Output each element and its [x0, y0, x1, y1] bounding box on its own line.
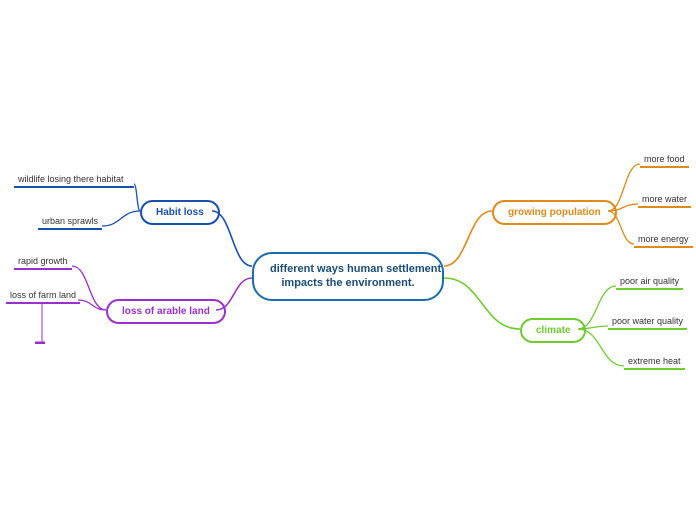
leaf-extreme-heat[interactable]: extreme heat — [624, 356, 685, 370]
leaf-more-water[interactable]: more water — [638, 194, 691, 208]
leaf-wildlife-habitat[interactable]: wildlife losing there habitat — [14, 174, 134, 188]
leaf-urban-sprawls[interactable]: urban sprawls — [38, 216, 102, 230]
leaf-rapid-growth[interactable]: rapid growth — [14, 256, 72, 270]
leaf-poor-air[interactable]: poor air quality — [616, 276, 683, 290]
branch-growing-population[interactable]: growing population — [492, 200, 617, 225]
branch-arable-land[interactable]: loss of arable land — [106, 299, 226, 324]
center-topic[interactable]: different ways human settlementimpacts t… — [252, 252, 444, 301]
leaf-farm-land[interactable]: loss of farm land — [6, 290, 80, 304]
leaf-more-food[interactable]: more food — [640, 154, 689, 168]
branch-habit-loss[interactable]: Habit loss — [140, 200, 220, 225]
extra-tick-arable-land — [35, 342, 45, 344]
leaf-more-energy[interactable]: more energy — [634, 234, 693, 248]
leaf-poor-water[interactable]: poor water quality — [608, 316, 687, 330]
branch-climate[interactable]: climate — [520, 318, 586, 343]
